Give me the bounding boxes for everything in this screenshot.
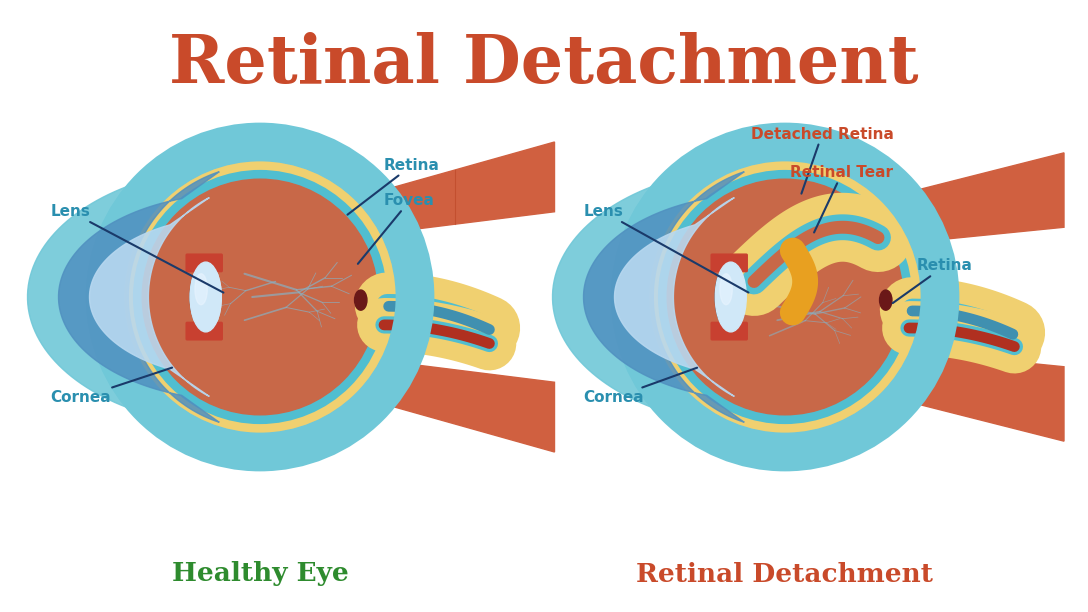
- Circle shape: [124, 160, 396, 433]
- Circle shape: [118, 154, 403, 439]
- Ellipse shape: [195, 274, 208, 305]
- Text: Detached Retina: Detached Retina: [751, 127, 893, 193]
- Text: Healthy Eye: Healthy Eye: [172, 561, 348, 586]
- Text: Cornea: Cornea: [51, 368, 172, 405]
- Polygon shape: [27, 144, 236, 450]
- Text: Cornea: Cornea: [583, 368, 697, 405]
- FancyBboxPatch shape: [712, 254, 747, 272]
- Circle shape: [667, 179, 903, 415]
- Circle shape: [648, 160, 922, 433]
- Text: Retina: Retina: [892, 258, 973, 303]
- Polygon shape: [89, 198, 209, 397]
- FancyBboxPatch shape: [712, 323, 747, 340]
- Polygon shape: [384, 305, 490, 343]
- Polygon shape: [307, 351, 555, 452]
- Circle shape: [133, 170, 387, 424]
- Ellipse shape: [355, 290, 367, 310]
- FancyBboxPatch shape: [186, 254, 222, 272]
- Text: Retina: Retina: [347, 158, 440, 215]
- Ellipse shape: [715, 267, 737, 326]
- Ellipse shape: [715, 262, 746, 332]
- FancyBboxPatch shape: [186, 323, 222, 340]
- Text: Lens: Lens: [51, 204, 223, 293]
- Polygon shape: [831, 343, 1064, 441]
- Polygon shape: [553, 144, 761, 450]
- Circle shape: [658, 170, 912, 424]
- Text: Retinal Tear: Retinal Tear: [791, 165, 893, 233]
- Polygon shape: [615, 198, 734, 397]
- Text: Fovea: Fovea: [358, 193, 435, 264]
- Polygon shape: [59, 172, 220, 422]
- Text: Lens: Lens: [583, 204, 749, 293]
- Circle shape: [143, 179, 378, 415]
- Circle shape: [630, 142, 940, 452]
- Circle shape: [106, 142, 415, 452]
- Polygon shape: [307, 142, 555, 243]
- Ellipse shape: [879, 290, 892, 310]
- Ellipse shape: [190, 267, 212, 326]
- Polygon shape: [831, 153, 1064, 250]
- Circle shape: [642, 154, 928, 439]
- Ellipse shape: [190, 262, 221, 332]
- Ellipse shape: [720, 274, 732, 305]
- Text: Retinal Detachment: Retinal Detachment: [170, 32, 918, 97]
- Polygon shape: [583, 172, 744, 422]
- Text: Retinal Detachment: Retinal Detachment: [636, 561, 934, 586]
- Ellipse shape: [190, 262, 221, 332]
